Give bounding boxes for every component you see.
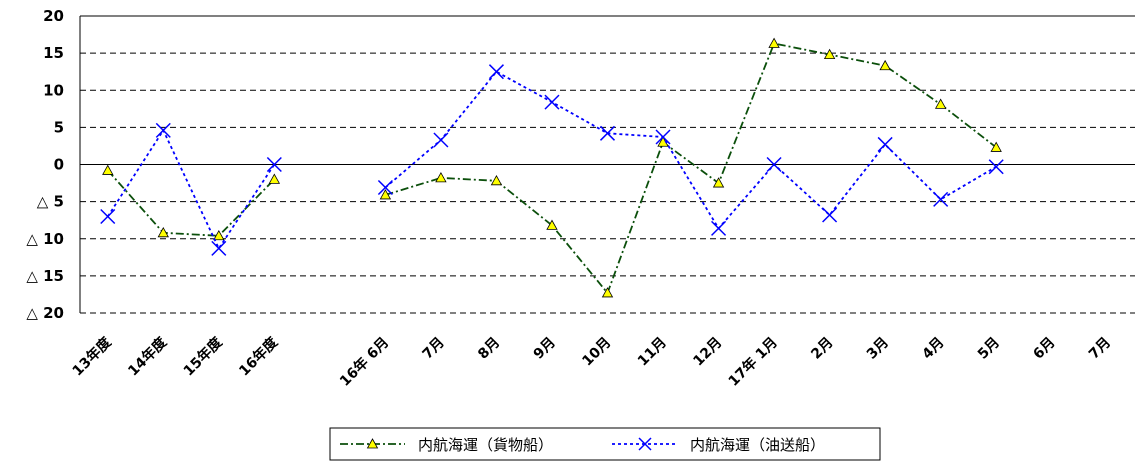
- data-point-x: [100, 208, 116, 225]
- y-tick-label: 5: [54, 118, 64, 136]
- y-tick-label: 0: [54, 156, 64, 174]
- data-point-x: [877, 136, 893, 152]
- data-point-x: [488, 64, 504, 80]
- data-point-triangle: [435, 172, 447, 183]
- data-point-triangle: [768, 37, 780, 48]
- data-point-x: [599, 125, 616, 141]
- data-point-x: [211, 240, 227, 256]
- y-tick-label: △ 10: [26, 230, 64, 248]
- data-point-triangle: [601, 287, 614, 298]
- y-tick-label: 10: [43, 81, 64, 99]
- data-point-triangle: [934, 98, 947, 109]
- series-1: [102, 37, 1002, 298]
- data-point-x: [822, 207, 838, 223]
- data-point-x: [266, 156, 282, 173]
- x-tick-label: 16年度: [236, 333, 282, 379]
- series-line: [384, 70, 997, 230]
- x-tick-label: 11月: [635, 335, 670, 370]
- data-point-x: [433, 132, 449, 148]
- data-point-x: [988, 159, 1004, 175]
- y-tick-label: 20: [43, 7, 64, 25]
- data-point-triangle: [712, 177, 725, 188]
- x-tick-label: 4月: [919, 335, 947, 363]
- data-point-x: [655, 129, 671, 145]
- x-tick-label: 14年度: [125, 333, 171, 379]
- data-point-x: [155, 122, 171, 138]
- y-tick-label: △ 20: [26, 304, 64, 322]
- legend-marker: [638, 437, 652, 451]
- data-point-x: [933, 191, 949, 207]
- legend-label: 内航海運（貨物船）: [418, 436, 553, 454]
- x-tick-label: 13年度: [69, 333, 115, 379]
- x-tick-label: 10月: [579, 335, 614, 370]
- y-tick-label: 15: [43, 44, 64, 62]
- data-point-x: [544, 94, 560, 110]
- legend-item: 内航海運（貨物船）: [340, 436, 553, 454]
- x-tick-label: 12月: [690, 335, 725, 370]
- x-tick-label: 5月: [975, 335, 1003, 363]
- y-tick-label: △ 15: [26, 267, 64, 285]
- data-point-triangle: [990, 141, 1002, 152]
- data-point-triangle: [546, 219, 558, 230]
- x-tick-label: 17年 1月: [725, 334, 781, 390]
- series-2: [100, 64, 1004, 256]
- data-point-triangle: [379, 189, 392, 200]
- legend-box: [329, 427, 881, 461]
- data-point-triangle: [879, 59, 891, 71]
- legend-marker: [366, 438, 379, 449]
- grid-lines: [79, 15, 1135, 314]
- y-axis-ticks: 20 15 10 5 0 △ 5 △ 10 △ 15 △ 20: [26, 7, 64, 322]
- y-tick-label: △ 5: [37, 193, 64, 211]
- x-tick-label: 9月: [531, 335, 559, 363]
- data-point-triangle: [157, 226, 169, 238]
- legend: 内航海運（貨物船） 内航海運（油送船）: [329, 427, 881, 461]
- x-tick-label: 2月: [808, 335, 836, 363]
- legend-item: 内航海運（油送船）: [612, 436, 825, 454]
- series-line: [385, 42, 997, 295]
- x-axis-ticks: 13年度 14年度 15年度 16年度 16年 6月 7月 8月 9月 10月 11月 12月 17年…: [69, 333, 1114, 390]
- data-point-triangle: [490, 175, 503, 186]
- x-tick-label: 6月: [1030, 335, 1058, 363]
- data-point-x: [711, 220, 727, 236]
- data-point-triangle: [268, 173, 281, 184]
- legend-label: 内航海運（油送船）: [690, 436, 825, 454]
- x-tick-label: 3月: [864, 335, 892, 363]
- x-tick-label: 15年度: [180, 333, 226, 379]
- data-point-triangle: [102, 164, 114, 175]
- data-point-x: [377, 179, 393, 196]
- x-tick-label: 16年 6月: [336, 334, 392, 390]
- series-group: [100, 37, 1004, 298]
- x-tick-label: 7月: [1086, 335, 1114, 363]
- data-point-triangle: [823, 48, 836, 60]
- data-point-triangle: [213, 229, 225, 241]
- data-point-x: [766, 156, 782, 173]
- x-tick-label: 7月: [420, 335, 448, 363]
- x-tick-label: 8月: [475, 335, 503, 363]
- series-line: [107, 128, 276, 251]
- series-line: [107, 169, 275, 237]
